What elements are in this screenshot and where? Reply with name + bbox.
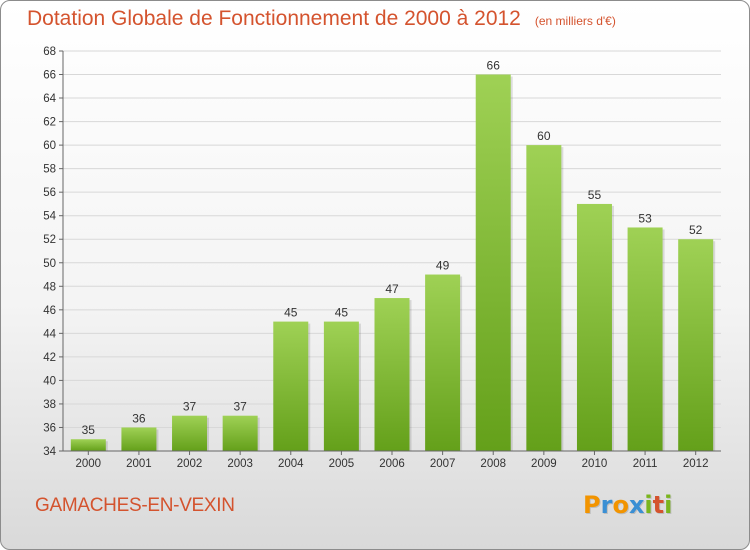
y-tick-label: 42 [43, 352, 56, 364]
y-tick-label: 50 [43, 258, 56, 270]
y-axis: 34 36 38 40 42 44 46 48 50 52 54 56 58 60 62 64 66 68 [43, 46, 64, 458]
bar-value-label: 49 [436, 259, 450, 273]
chart-unit-note: (en milliers d'€) [534, 14, 616, 28]
logo-letter: i [664, 491, 673, 519]
y-tick-label: 64 [43, 93, 56, 105]
chart-title: Dotation Globale de Fonctionnement de 20… [27, 7, 616, 31]
y-tick-label: 44 [43, 328, 56, 340]
y-tick-label: 36 [43, 422, 56, 434]
y-tick-label: 40 [43, 375, 56, 387]
x-tick-label: 2001 [126, 458, 152, 470]
y-tick-label: 56 [43, 187, 56, 199]
logo-letter: o [612, 491, 629, 519]
x-tick-label: 2002 [177, 458, 203, 470]
y-tick-label: 38 [43, 399, 56, 411]
y-tick-label: 62 [43, 117, 56, 129]
bar-value-label: 66 [487, 59, 501, 73]
x-tick-label: 2008 [480, 458, 506, 470]
y-tick-label: 52 [43, 234, 56, 246]
bar [576, 203, 612, 451]
bar [425, 274, 461, 451]
bar-value-label: 47 [385, 282, 399, 296]
x-tick-label: 2010 [582, 458, 608, 470]
y-tick-label: 34 [43, 446, 56, 458]
x-tick-label: 2006 [379, 458, 405, 470]
bar [172, 415, 208, 451]
x-tick-label: 2004 [278, 458, 304, 470]
commune-name: GAMACHES-EN-VEXIN [35, 495, 235, 516]
bar [678, 239, 714, 451]
bar [121, 427, 157, 451]
bar [475, 74, 511, 451]
logo-letter: i [644, 491, 653, 519]
x-tick-label: 2009 [531, 458, 557, 470]
y-tick-label: 66 [43, 70, 56, 82]
bar-value-label: 52 [689, 223, 703, 237]
logo-letter: r [600, 491, 613, 519]
bar [222, 415, 258, 451]
bar [374, 298, 410, 451]
bar [526, 145, 562, 451]
bar-value-label: 55 [588, 188, 602, 202]
bar-value-label: 53 [638, 211, 652, 225]
bar-value-label: 37 [183, 400, 197, 414]
x-tick-label: 2005 [329, 458, 355, 470]
bar [273, 321, 309, 451]
logo-letter: x [628, 491, 645, 519]
y-tick-label: 54 [43, 211, 56, 223]
bar-value-label: 37 [233, 400, 247, 414]
x-axis: 2000 2001 2002 2003 2004 2005 2006 2007 2008 2009… [63, 450, 721, 470]
bars: 35 36 37 37 45 45 47 49 66 60 55 53 52 [70, 59, 716, 451]
logo-letter: P [583, 491, 601, 519]
y-tick-label: 68 [43, 46, 56, 58]
bar-value-label: 45 [284, 306, 298, 320]
chart-title-text: Dotation Globale de Fonctionnement de 20… [27, 7, 521, 30]
y-tick-label: 48 [43, 281, 56, 293]
x-tick-label: 2012 [683, 458, 709, 470]
bar-value-label: 36 [132, 411, 146, 425]
x-tick-label: 2011 [633, 458, 658, 470]
bar-value-label: 35 [82, 423, 96, 437]
bar [70, 439, 106, 451]
x-tick-label: 2000 [76, 458, 102, 470]
y-tick-label: 58 [43, 164, 56, 176]
bar [627, 227, 663, 451]
bar-value-label: 60 [537, 129, 551, 143]
proxiti-logo[interactable]: Proxiti [583, 491, 672, 519]
logo-letter: t [652, 491, 665, 519]
y-tick-label: 60 [43, 140, 56, 152]
x-tick-label: 2007 [430, 458, 456, 470]
x-tick-label: 2003 [227, 458, 253, 470]
bar [323, 321, 359, 451]
y-tick-label: 46 [43, 305, 56, 317]
bar-value-label: 45 [335, 306, 349, 320]
